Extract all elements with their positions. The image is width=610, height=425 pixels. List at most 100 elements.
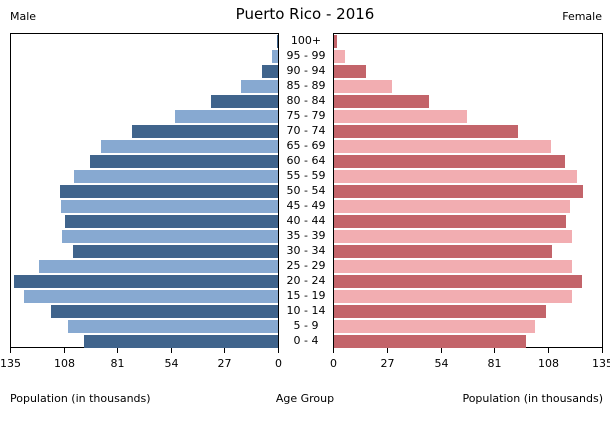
male-bar-row — [11, 199, 278, 214]
female-bar — [334, 110, 467, 123]
female-bar-row — [334, 34, 602, 49]
axis-tick-label: 54 — [434, 357, 449, 370]
age-group-label: 35 - 39 — [286, 229, 326, 242]
axis-tick — [171, 348, 172, 353]
male-bar — [90, 155, 278, 168]
male-bar — [50, 305, 278, 318]
left-axis-caption: Population (in thousands) — [10, 392, 151, 405]
female-bars-panel — [333, 33, 603, 348]
female-bar — [334, 290, 573, 303]
male-bar-row — [11, 109, 278, 124]
age-group-label: 90 - 94 — [286, 64, 326, 77]
female-bar — [334, 125, 518, 138]
male-bar — [73, 245, 278, 258]
male-bar-row — [11, 244, 278, 259]
axis-tick — [278, 348, 279, 353]
male-bar — [272, 50, 278, 63]
age-group-label: 80 - 84 — [286, 94, 326, 107]
age-group-label: 75 - 79 — [286, 109, 326, 122]
male-bar — [210, 95, 278, 108]
age-group-label: 30 - 34 — [286, 244, 326, 257]
female-bar-row — [334, 244, 602, 259]
male-bar — [175, 110, 278, 123]
axis-tick — [333, 348, 334, 353]
female-bar-row — [334, 109, 602, 124]
female-bar — [334, 140, 552, 153]
age-group-axis: 100+ 95 - 99 90 - 94 85 - 89 80 - 84 75 - 79 7… — [279, 33, 333, 348]
age-group-label: 40 - 44 — [286, 214, 326, 227]
age-group-label: 55 - 59 — [286, 169, 326, 182]
male-bar — [277, 35, 278, 48]
male-bar — [23, 290, 278, 303]
age-group-label: 50 - 54 — [286, 184, 326, 197]
female-bar-row — [334, 79, 602, 94]
male-bar — [68, 320, 278, 333]
female-bar — [334, 50, 345, 63]
axis-tick — [64, 348, 65, 353]
female-bar-row — [334, 289, 602, 304]
male-bar-row — [11, 154, 278, 169]
axis-tick-label: 108 — [538, 357, 559, 370]
axis-tick-label: 0 — [330, 357, 337, 370]
axis-tick — [441, 348, 442, 353]
male-bar-row — [11, 124, 278, 139]
age-group-label: 5 - 9 — [293, 319, 319, 332]
male-bar — [62, 230, 278, 243]
female-bar — [334, 170, 578, 183]
female-bar — [334, 275, 583, 288]
male-bar — [38, 260, 278, 273]
axis-tick — [387, 348, 388, 353]
female-bar-row — [334, 124, 602, 139]
axis-tick-label: 81 — [487, 357, 502, 370]
male-bar-row — [11, 94, 278, 109]
axis-tick-label: 81 — [110, 357, 125, 370]
axis-tick-label: 27 — [217, 357, 232, 370]
male-bar — [131, 125, 278, 138]
female-bar — [334, 320, 535, 333]
male-bar-row — [11, 184, 278, 199]
female-bar — [334, 230, 573, 243]
female-bar-row — [334, 184, 602, 199]
axis-tick — [548, 348, 549, 353]
female-bar — [334, 215, 567, 228]
male-bar — [13, 275, 278, 288]
female-bar-row — [334, 304, 602, 319]
axis-tick — [602, 348, 603, 353]
male-bar — [84, 335, 278, 348]
female-side-header: Female — [562, 10, 602, 23]
axis-tick — [10, 348, 11, 353]
age-group-label: 45 - 49 — [286, 199, 326, 212]
axis-tick — [117, 348, 118, 353]
female-bar — [334, 245, 553, 258]
age-group-label: 65 - 69 — [286, 139, 326, 152]
chart-title: Puerto Rico - 2016 — [235, 5, 375, 23]
female-bar-row — [334, 94, 602, 109]
male-bar-row — [11, 34, 278, 49]
female-bar — [334, 65, 366, 78]
female-bar-row — [334, 229, 602, 244]
female-bar-row — [334, 139, 602, 154]
axis-tick — [224, 348, 225, 353]
female-bar-row — [334, 259, 602, 274]
right-axis-caption: Population (in thousands) — [462, 392, 603, 405]
axis-tick-label: 0 — [275, 357, 282, 370]
female-bar — [334, 35, 337, 48]
age-group-label: 10 - 14 — [286, 304, 326, 317]
axis-tick-label: 108 — [54, 357, 75, 370]
male-bar-row — [11, 214, 278, 229]
female-bar-row — [334, 199, 602, 214]
male-bars-panel — [10, 33, 279, 348]
male-bar-row — [11, 334, 278, 349]
axis-tick-label: 54 — [164, 357, 179, 370]
male-bar-row — [11, 64, 278, 79]
male-bar-row — [11, 289, 278, 304]
female-bar — [334, 95, 430, 108]
female-bar — [334, 80, 392, 93]
male-bar — [241, 80, 278, 93]
male-bar — [74, 170, 278, 183]
axis-tick-label: 135 — [592, 357, 610, 370]
female-bar-row — [334, 154, 602, 169]
female-bar-row — [334, 169, 602, 184]
female-bar-row — [334, 334, 602, 349]
female-bar-row — [334, 49, 602, 64]
